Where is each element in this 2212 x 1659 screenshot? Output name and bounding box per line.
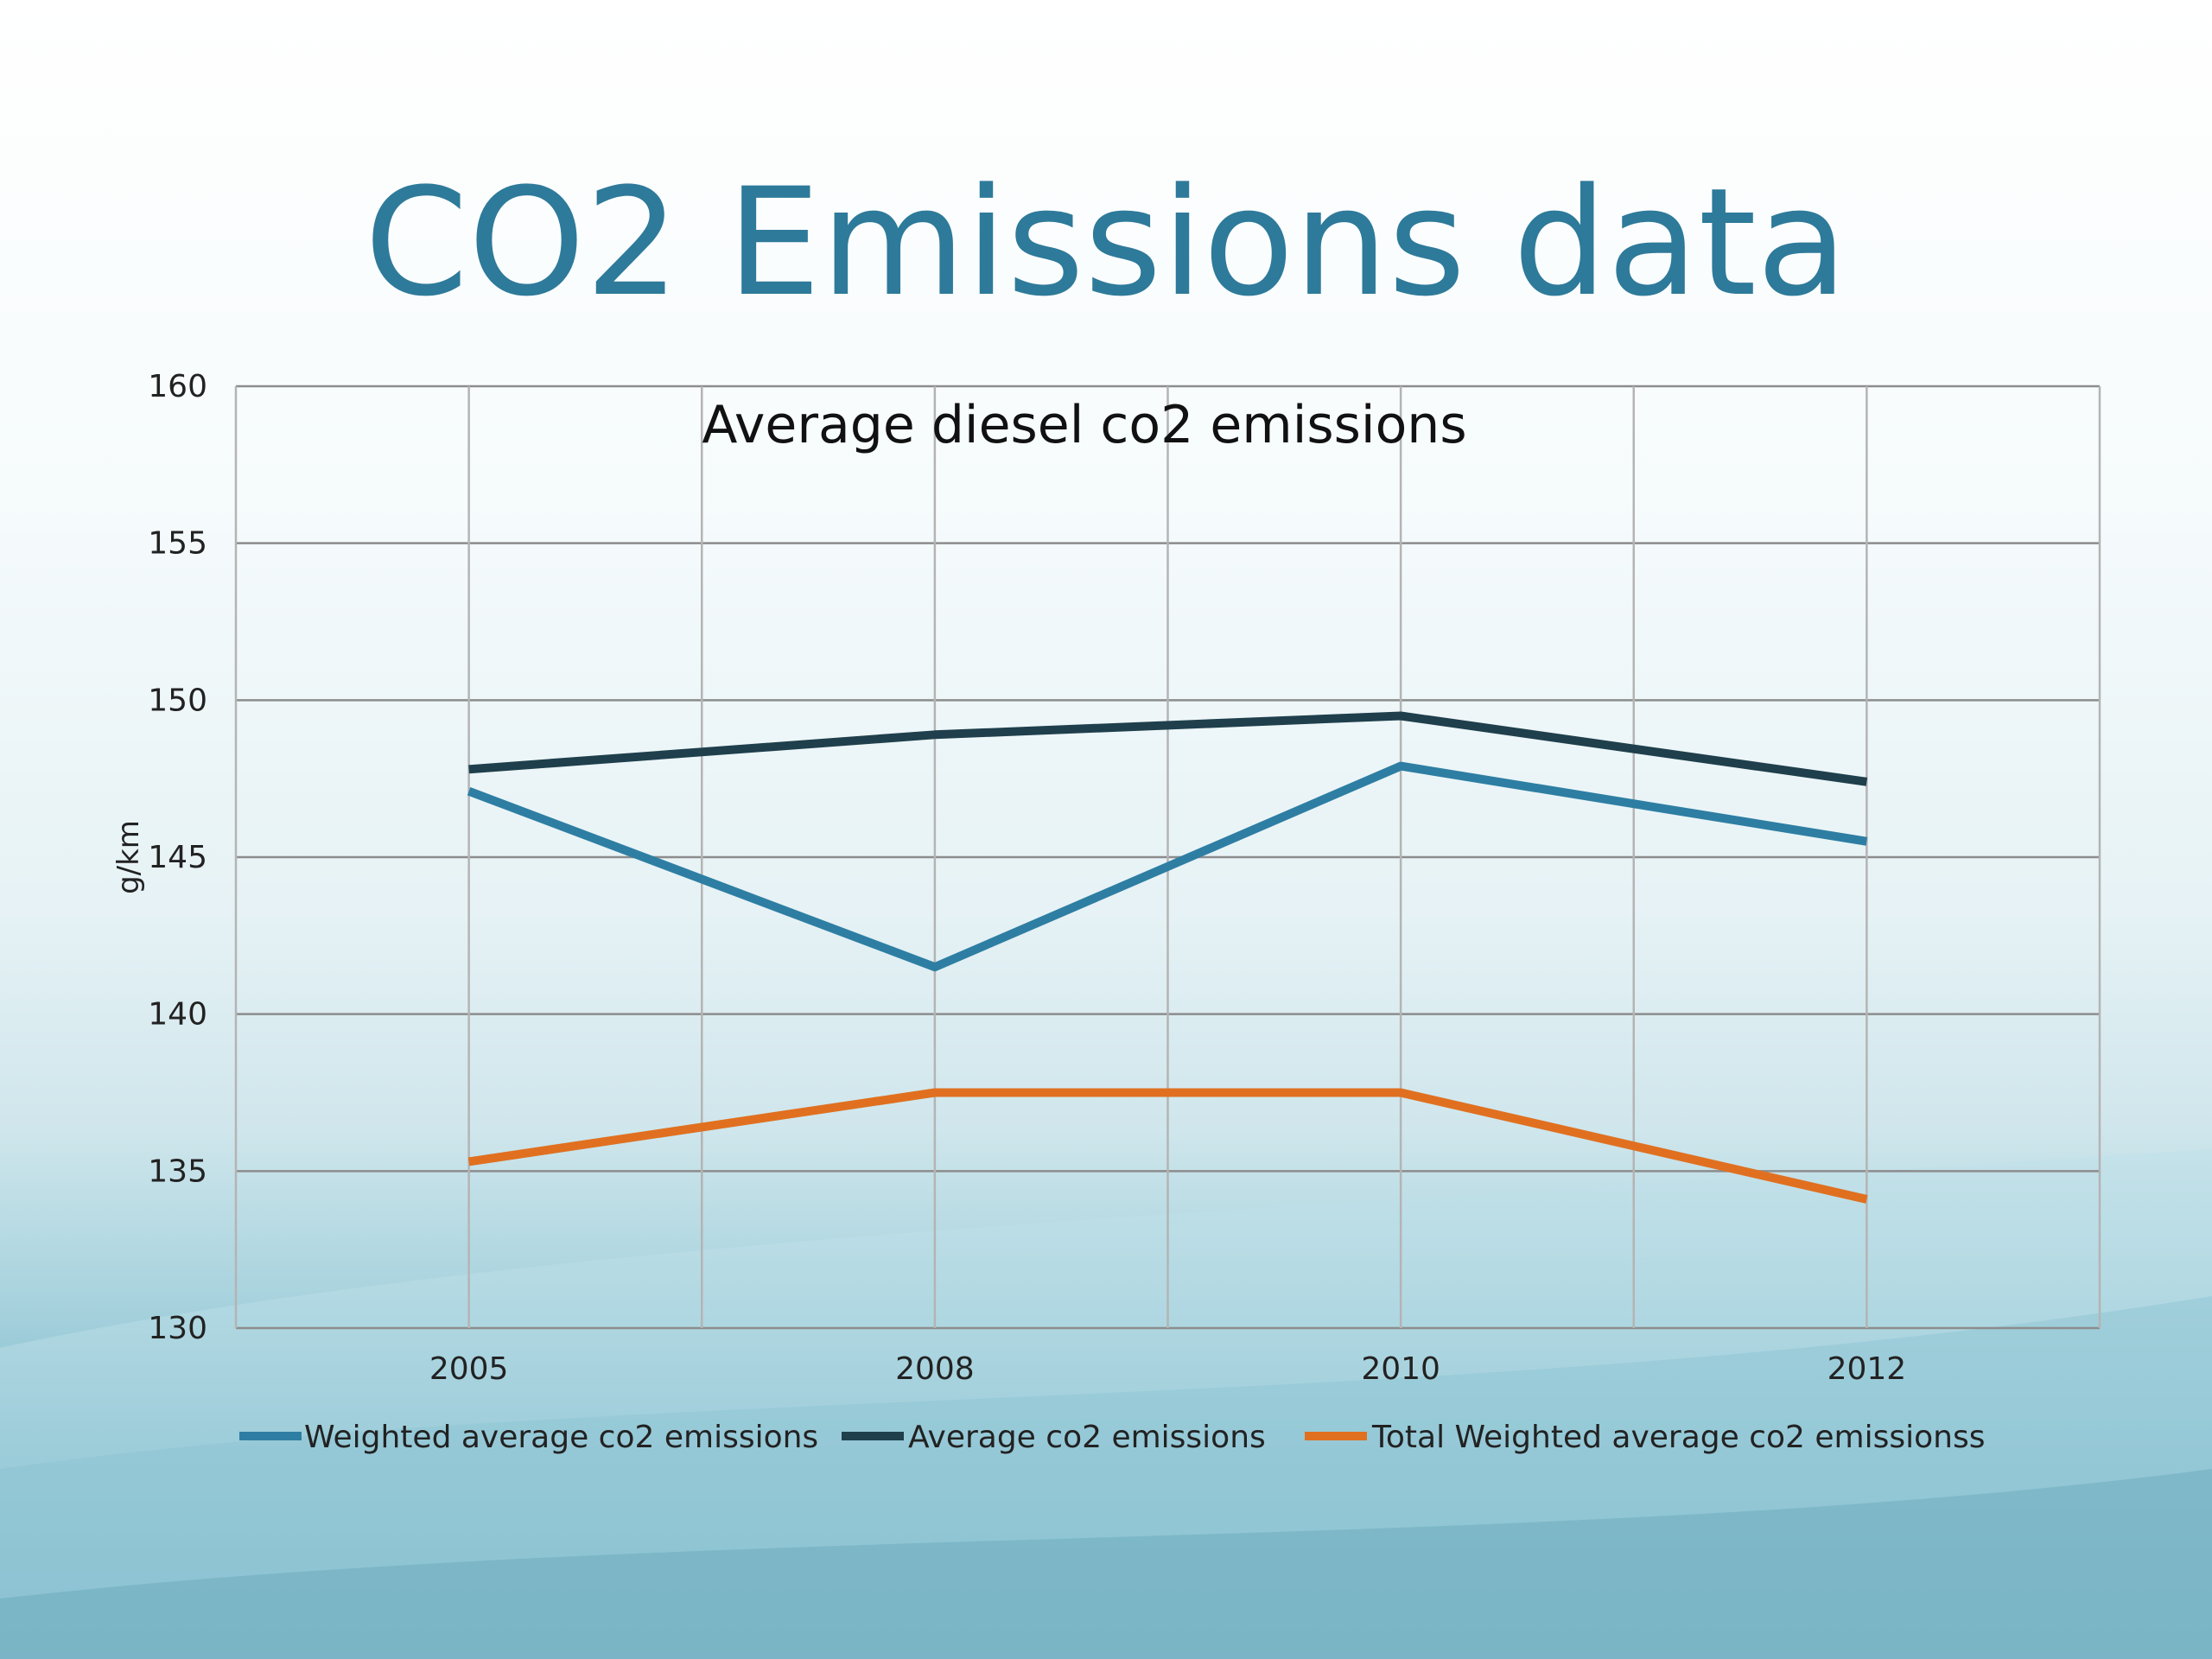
legend-label: Average co2 emissions: [908, 1420, 1266, 1455]
series-lines: [467, 711, 1868, 1204]
y-tick-label: 145: [148, 840, 207, 875]
grid-lines: [234, 385, 2101, 1330]
background-wave-mid: [0, 1296, 2212, 1659]
y-tick-label: 150: [148, 683, 207, 718]
y-axis-ticks: 130 135 140 145 150 155 160: [148, 369, 207, 1346]
y-tick-label: 140: [148, 997, 207, 1033]
background-wave-light: [0, 1149, 2212, 1659]
x-tick-label: 2010: [1361, 1351, 1440, 1387]
y-tick-label: 130: [148, 1311, 207, 1346]
legend-label: Weighted average co2 emissions: [304, 1420, 818, 1455]
series-line: [467, 1088, 1868, 1204]
x-axis-ticks: 2005 2008 2010 2012: [429, 1351, 1906, 1387]
y-tick-label: 135: [148, 1154, 207, 1189]
legend: Weighted average co2 emissions Average co…: [239, 1420, 1985, 1455]
y-axis-label: g/km: [111, 820, 146, 894]
x-tick-label: 2005: [429, 1351, 509, 1387]
series-line: [467, 761, 1868, 972]
slide-title: CO2 Emissions data: [364, 156, 1848, 329]
legend-label: Total Weighted average co2 emissionss: [1371, 1420, 1985, 1455]
y-tick-label: 160: [148, 369, 207, 404]
x-tick-label: 2012: [1827, 1351, 1907, 1387]
chart-title: Average diesel co2 emissions: [702, 395, 1466, 455]
y-tick-label: 155: [148, 526, 207, 562]
x-tick-label: 2008: [895, 1351, 975, 1387]
series-line: [468, 711, 1868, 786]
background-wave-dark: [0, 1469, 2212, 1659]
